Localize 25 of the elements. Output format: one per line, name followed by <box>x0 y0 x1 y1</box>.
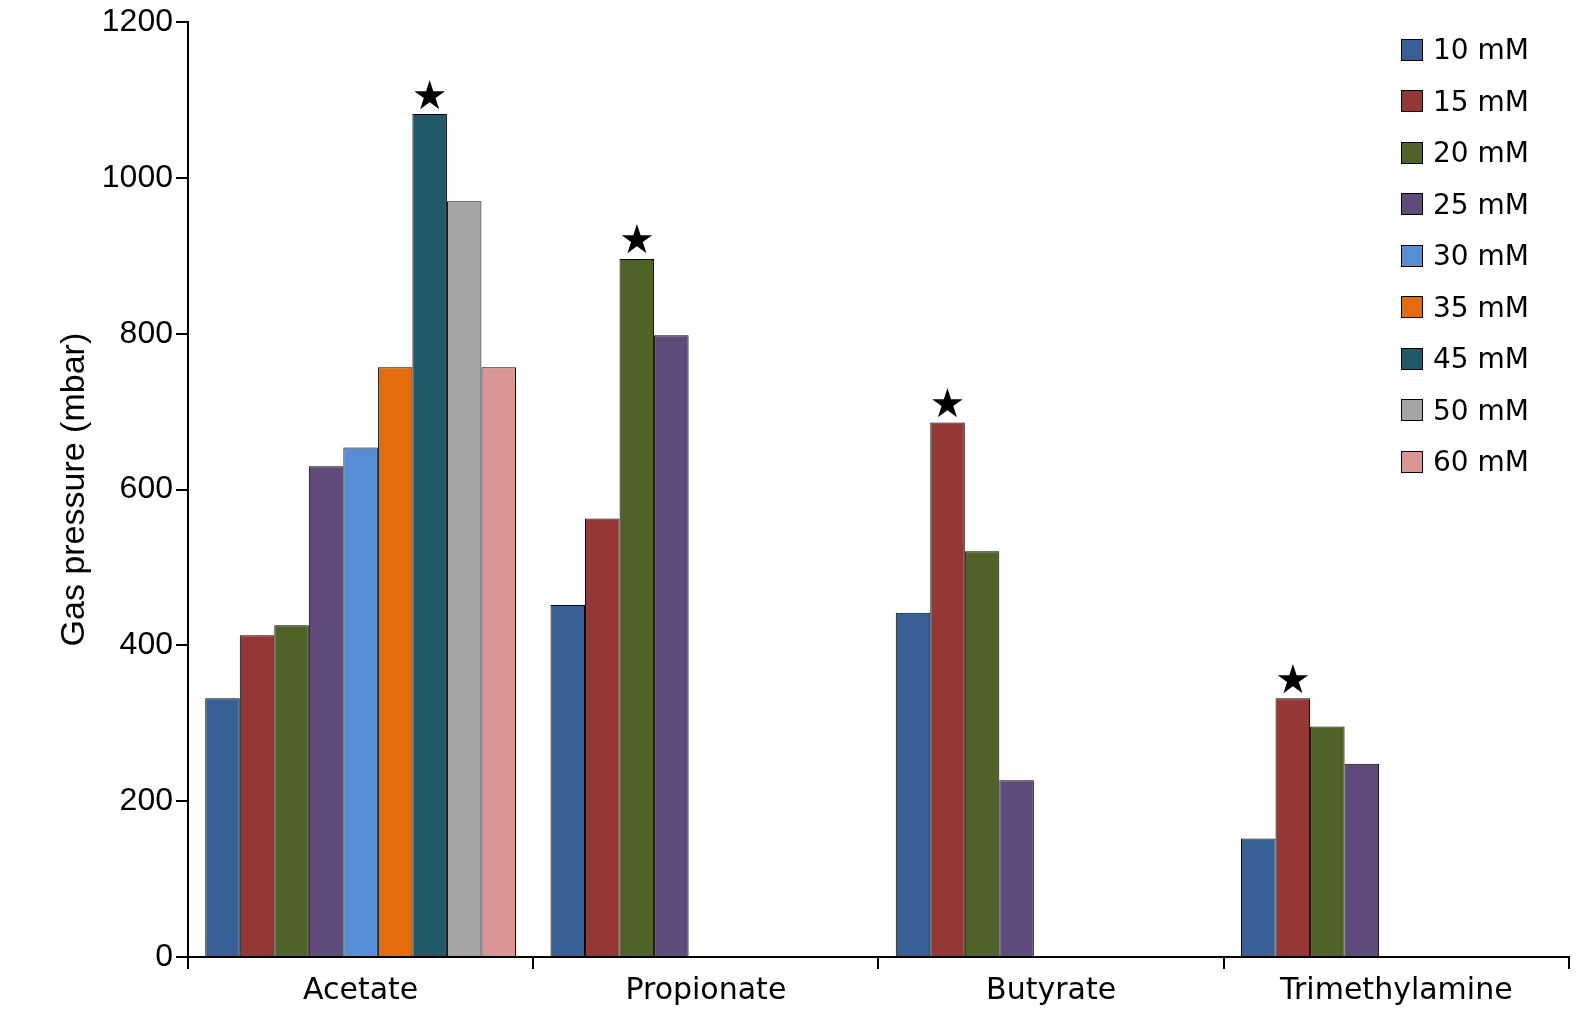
legend-label: 45 mM <box>1433 342 1529 376</box>
y-tick-label: 200 <box>119 781 173 818</box>
annotation: ★ <box>618 216 655 263</box>
y-tick-label: 1000 <box>101 157 173 194</box>
y-tick-label: 600 <box>119 469 173 506</box>
y-tick-label: 0 <box>155 936 173 973</box>
legend-label: 20 mM <box>1433 136 1529 170</box>
y-tick-label: 800 <box>119 313 173 350</box>
annotation: ★ <box>411 71 448 118</box>
annotation: ★ <box>1274 655 1311 702</box>
x-tick-label: Butyrate <box>986 970 1117 1006</box>
x-tick-label: Propionate <box>625 970 787 1006</box>
y-axis-title: Gas pressure (mbar) <box>52 332 91 647</box>
legend-label: 60 mM <box>1433 445 1529 479</box>
legend-label: 50 mM <box>1433 393 1529 427</box>
y-tick-label: 1200 <box>101 2 173 39</box>
legend-label: 30 mM <box>1433 239 1529 273</box>
legend-label: 35 mM <box>1433 290 1529 324</box>
annotation: ★ <box>929 380 966 426</box>
legend-label: 25 mM <box>1433 187 1529 221</box>
x-tick-label: Acetate <box>302 970 419 1006</box>
legend-label: 15 mM <box>1433 84 1529 118</box>
legend-label: 10 mM <box>1433 33 1529 67</box>
x-tick-label: Trimethylamine <box>1279 970 1513 1006</box>
y-tick-label: 400 <box>119 625 173 662</box>
